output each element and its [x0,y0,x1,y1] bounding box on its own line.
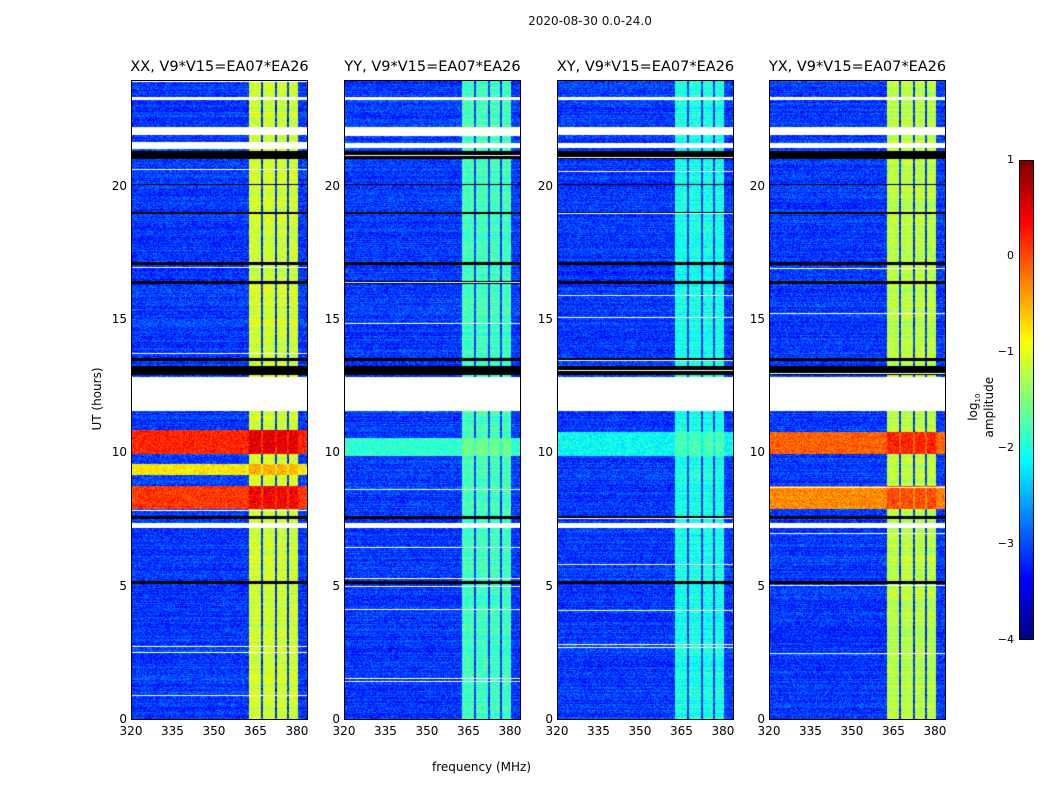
x-tick-label: 365 [244,724,267,738]
y-tick-label: 0 [332,712,340,726]
x-tick-label: 365 [670,724,693,738]
x-tick-label: 350 [628,724,652,738]
colorbar-tick-label: −2 [997,441,1014,454]
colorbar-tick-label: 0 [1007,249,1014,262]
x-tick-label: 335 [374,724,397,738]
y-tick-label: 10 [749,445,765,460]
x-tick-label: 350 [840,724,864,738]
x-tick-label: 380 [923,724,947,738]
colorbar-tick-label: −4 [997,633,1014,646]
x-tick-label: 320 [545,724,569,738]
colorbar-tick-label: 1 [1007,153,1014,166]
colorbar-tick-label: −1 [997,345,1014,358]
colorbar-label: log10 amplitude [965,376,997,438]
x-tick-label: 365 [882,724,905,738]
x-tick-label: 335 [161,724,184,738]
heatmap-cells [345,81,520,719]
x-tick-label: 335 [799,724,822,738]
x-tick-label: 335 [587,724,610,738]
y-tick-label: 15 [749,312,765,326]
colorbar [1019,160,1034,640]
y-tick-label: 20 [537,178,553,193]
x-axis-label: frequency (MHz) [432,760,532,774]
y-tick-label: 20 [749,178,765,193]
heatmap-panel [557,80,734,720]
x-tick-label: 320 [757,724,781,738]
y-tick-label: 5 [332,578,340,593]
y-axis-label: UT (hours) [90,367,104,431]
x-tick-label: 350 [415,724,439,738]
y-tick-label: 0 [545,712,553,726]
panel-title: YY, V9*V15=EA07*EA26 [344,59,521,75]
y-tick-label: 5 [545,578,553,593]
y-tick-label: 10 [111,445,127,460]
x-tick-label: 320 [332,724,356,738]
x-tick-label: 380 [711,724,735,738]
figure-title: 2020-08-30 0.0-24.0 [528,14,652,28]
x-tick-label: 380 [498,724,522,738]
y-tick-label: 15 [111,312,127,326]
heatmap-panel [769,80,946,720]
y-tick-label: 10 [537,445,553,460]
panel-title: XY, V9*V15=EA07*EA26 [556,59,735,75]
y-tick-label: 5 [757,578,765,593]
heatmap-panel [131,80,308,720]
heatmap-panel [344,80,521,720]
y-tick-label: 20 [324,178,340,193]
x-tick-label: 320 [119,724,143,738]
y-tick-label: 5 [119,578,127,593]
x-tick-label: 365 [457,724,480,738]
heatmap-cells [132,81,307,719]
y-tick-label: 10 [324,445,340,460]
panel-title: YX, V9*V15=EA07*EA26 [768,59,947,75]
y-tick-label: 15 [324,312,340,326]
y-tick-label: 15 [537,312,553,326]
panel-title: XX, V9*V15=EA07*EA26 [130,59,309,75]
y-tick-label: 0 [119,712,127,726]
heatmap-cells [770,81,945,719]
x-tick-label: 380 [285,724,309,738]
y-tick-label: 0 [757,712,765,726]
colorbar-tick-label: −3 [997,537,1014,550]
heatmap-cells [558,81,733,719]
x-tick-label: 350 [202,724,226,738]
y-tick-label: 20 [111,178,127,193]
